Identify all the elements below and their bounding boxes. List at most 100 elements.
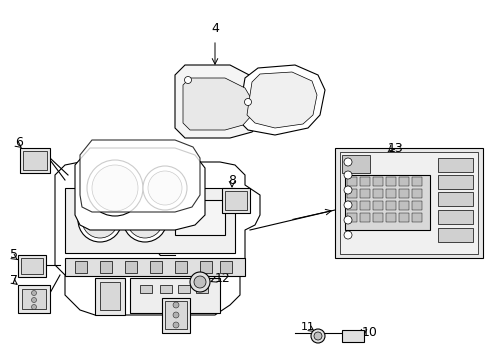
Circle shape — [173, 322, 179, 328]
Polygon shape — [80, 140, 200, 212]
Bar — [398, 201, 408, 210]
Text: 9: 9 — [171, 302, 179, 315]
Bar — [65, 188, 235, 253]
Bar — [346, 213, 356, 222]
Bar — [140, 285, 152, 293]
Circle shape — [343, 171, 351, 179]
Polygon shape — [75, 148, 204, 230]
Bar — [224, 191, 246, 210]
Text: 12: 12 — [215, 271, 230, 284]
Bar — [359, 189, 369, 198]
Circle shape — [184, 77, 191, 84]
Bar — [20, 148, 50, 173]
Polygon shape — [175, 65, 264, 138]
Bar — [18, 285, 50, 313]
Circle shape — [82, 202, 118, 238]
Circle shape — [310, 329, 325, 343]
Bar — [359, 213, 369, 222]
Text: 4: 4 — [211, 22, 219, 35]
Circle shape — [78, 198, 122, 242]
Bar — [160, 285, 172, 293]
Bar — [334, 148, 482, 258]
Bar — [437, 192, 472, 206]
Bar — [372, 177, 382, 186]
Bar — [18, 255, 46, 277]
Text: 11: 11 — [301, 322, 314, 332]
Bar — [196, 285, 207, 293]
Circle shape — [343, 186, 351, 194]
Bar — [339, 152, 477, 254]
Circle shape — [123, 198, 167, 242]
Polygon shape — [55, 162, 260, 315]
Bar — [341, 155, 369, 173]
Circle shape — [313, 332, 321, 340]
Bar — [164, 301, 186, 329]
Circle shape — [343, 216, 351, 224]
Bar — [178, 285, 190, 293]
Circle shape — [194, 276, 205, 288]
Text: 7: 7 — [10, 274, 18, 287]
Bar — [100, 261, 112, 273]
Bar — [21, 258, 43, 274]
Bar — [341, 330, 363, 342]
Circle shape — [31, 305, 37, 310]
Bar — [100, 282, 120, 310]
Bar — [346, 177, 356, 186]
Bar — [346, 189, 356, 198]
Bar — [220, 261, 231, 273]
Bar — [95, 278, 125, 315]
Text: 6: 6 — [15, 135, 23, 149]
Circle shape — [173, 302, 179, 308]
Bar — [398, 213, 408, 222]
Bar — [345, 175, 429, 230]
Circle shape — [190, 272, 209, 292]
Bar — [175, 200, 224, 235]
Bar — [175, 261, 186, 273]
Circle shape — [31, 297, 37, 302]
Bar — [437, 175, 472, 189]
Circle shape — [31, 291, 37, 296]
Bar — [411, 201, 421, 210]
Bar — [372, 213, 382, 222]
Bar — [437, 210, 472, 224]
Bar — [130, 278, 220, 313]
Circle shape — [343, 158, 351, 166]
Bar — [125, 261, 137, 273]
Bar — [359, 177, 369, 186]
Text: 5: 5 — [10, 248, 18, 261]
Bar — [22, 289, 46, 309]
Circle shape — [92, 165, 138, 211]
Bar — [385, 201, 395, 210]
Circle shape — [142, 166, 186, 210]
Bar — [398, 189, 408, 198]
Bar — [222, 188, 249, 213]
Bar — [372, 201, 382, 210]
Bar — [411, 189, 421, 198]
Circle shape — [127, 202, 163, 238]
Bar — [437, 158, 472, 172]
Bar — [385, 213, 395, 222]
Bar — [346, 201, 356, 210]
Text: 10: 10 — [361, 325, 377, 338]
Text: 2: 2 — [148, 221, 185, 234]
Bar — [385, 189, 395, 198]
Bar — [411, 177, 421, 186]
Polygon shape — [246, 72, 316, 128]
Bar — [372, 189, 382, 198]
Circle shape — [87, 160, 142, 216]
Bar — [65, 258, 244, 276]
Bar — [411, 213, 421, 222]
Text: 1: 1 — [265, 102, 287, 114]
Circle shape — [148, 171, 182, 205]
Circle shape — [343, 231, 351, 239]
Bar — [398, 177, 408, 186]
Bar — [150, 261, 162, 273]
Bar — [75, 261, 87, 273]
Circle shape — [343, 201, 351, 209]
Polygon shape — [183, 78, 251, 130]
Bar — [359, 201, 369, 210]
Text: 13: 13 — [387, 141, 403, 154]
Bar — [200, 261, 212, 273]
Text: 3: 3 — [195, 176, 203, 192]
Circle shape — [244, 99, 251, 105]
